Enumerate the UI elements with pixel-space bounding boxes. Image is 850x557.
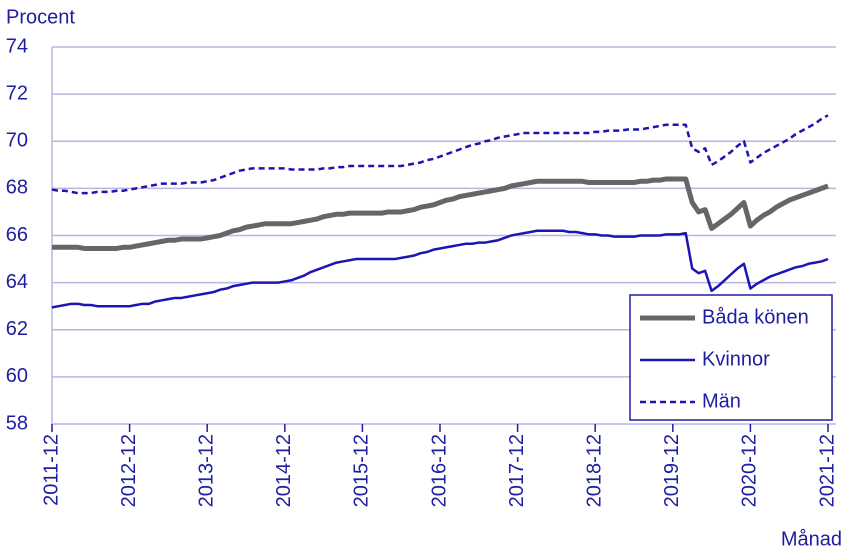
y-tick-label: 60 [6,365,28,387]
y-tick-label: 58 [6,412,28,434]
legend-label: Båda könen [702,306,809,328]
series-line [51,114,829,195]
x-tick-label: 2012-12 [118,434,140,507]
legend-label: Kvinnor [702,348,770,370]
x-axis-label: Månad [781,528,842,550]
x-tick-label: 2018-12 [583,434,605,507]
series-line [52,176,829,251]
y-axis-label: Procent [6,6,75,28]
series-line [51,229,829,309]
y-tick-label: 66 [6,224,28,246]
x-tick-label: 2021-12 [816,434,838,507]
y-tick-label: 72 [6,82,28,104]
x-tick-label: 2016-12 [428,434,450,507]
y-tick-label: 64 [6,271,28,293]
x-tick-label: 2013-12 [195,434,217,507]
legend-label: Män [702,390,741,412]
legend-box [629,294,833,421]
x-tick-label: 2020-12 [739,434,761,507]
y-tick-label: 68 [6,177,28,199]
x-tick-label: 2019-12 [661,434,683,507]
y-tick-label: 70 [6,130,28,152]
x-tick-label: 2017-12 [506,434,528,507]
x-tick-label: 2011-12 [40,434,62,506]
x-tick-label: 2014-12 [273,434,295,507]
x-tick-label: 2015-12 [351,434,373,507]
y-tick-label: 62 [6,318,28,340]
y-tick-label: 74 [6,35,28,57]
